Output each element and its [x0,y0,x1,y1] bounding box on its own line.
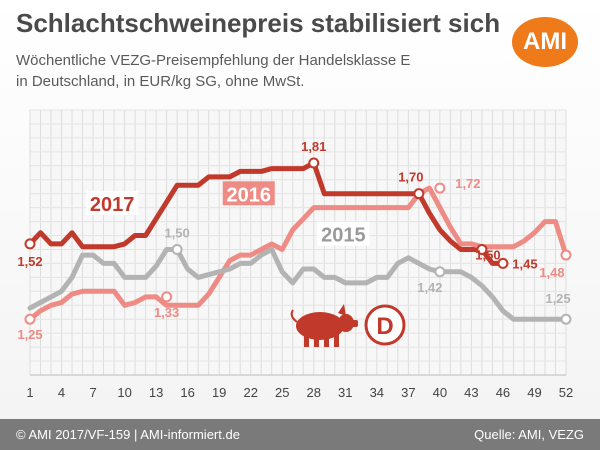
grid [29,109,567,376]
series-line-2016 [27,185,569,322]
series-label-box-2015 [317,221,370,246]
data-point-marker [171,243,183,255]
plot-area [30,110,566,375]
data-point-marker [476,243,488,255]
ami-logo: AMI [512,17,578,67]
data-point-marker [434,182,446,194]
data-label: 1,50 [475,247,500,262]
country-badge-ring [364,304,406,346]
x-tick-label: 34 [370,385,384,400]
pig-icon [290,304,358,347]
x-tick-label: 37 [401,385,415,400]
series-line-2015 [27,247,569,322]
series-label-2015: 2015 [321,225,366,247]
data-labels: 1,52 1,81 1,70 1,50 1,45 1,25 1,33 1,72 1,48 1,50… [17,139,572,342]
data-point-marker [434,266,446,278]
x-tick-label: 10 [117,385,131,400]
data-point-marker [497,257,509,269]
data-label: 1,81 [301,139,326,154]
x-tick-label: 31 [338,385,352,400]
data-label: 1,45 [512,256,537,271]
data-label: 1,25 [17,327,42,342]
country-badge: D [290,304,406,347]
data-point-marker [560,313,572,325]
country-letter: D [376,313,393,340]
x-tick-label: 7 [89,385,96,400]
x-tick-label: 1 [26,385,33,400]
data-label: 1,72 [455,176,480,191]
x-tick-label: 19 [212,385,226,400]
x-tick-label: 46 [496,385,510,400]
data-label: 1,42 [417,280,442,295]
series-line-2017 [27,160,506,266]
data-label: 1,50 [164,225,189,240]
chart-subtitle-line2: in Deutschland, in EUR/kg SG, ohne MwSt. [16,73,305,90]
series-label-2017: 2017 [90,194,135,216]
x-tick-label: 4 [58,385,65,400]
x-tick-label: 49 [527,385,541,400]
chart-subtitle-line1: Wöchentliche VEZG-Preisempfehlung der Ha… [16,52,411,69]
series-label-box-2017 [86,191,139,216]
series-lines [27,160,569,322]
data-point-marker [161,291,173,303]
data-point-marker [24,313,36,325]
data-label: 1,70 [398,170,423,185]
x-tick-label: 43 [464,385,478,400]
data-label: 1,52 [17,254,42,269]
line-chart: 1 4 7 10 13 16 19 22 25 28 31 34 37 40 43 46 49 52 2017 20… [17,109,573,400]
chart-title: Schlachtschweinepreis stabilisiert sich [16,8,501,38]
series-label-box-2016 [222,181,275,206]
data-label: 1,33 [154,305,179,320]
x-axis: 1 4 7 10 13 16 19 22 25 28 31 34 37 40 43 46 49 52 [26,374,573,400]
x-tick-label: 16 [180,385,194,400]
footer-bar: © AMI 2017/VF-159 | AMI-informiert.de Qu… [0,419,600,450]
x-tick-label: 40 [433,385,447,400]
x-tick-label: 52 [559,385,573,400]
data-label: 1,25 [545,291,570,306]
copyright-text: © AMI 2017/VF-159 | AMI-informiert.de [16,427,240,442]
series-labels: 2017 2016 2015 [86,181,370,247]
series-label-2016: 2016 [226,184,271,206]
x-tick-label: 22 [243,385,257,400]
data-point-marker [24,238,36,250]
data-point-marker [560,249,572,261]
x-tick-label: 28 [307,385,321,400]
data-point-marker [413,188,425,200]
data-point-marker [308,157,320,169]
data-label: 1,48 [539,265,564,280]
x-tick-label: 25 [275,385,289,400]
x-tick-label: 13 [149,385,163,400]
source-text: Quelle: AMI, VEZG [474,427,584,442]
